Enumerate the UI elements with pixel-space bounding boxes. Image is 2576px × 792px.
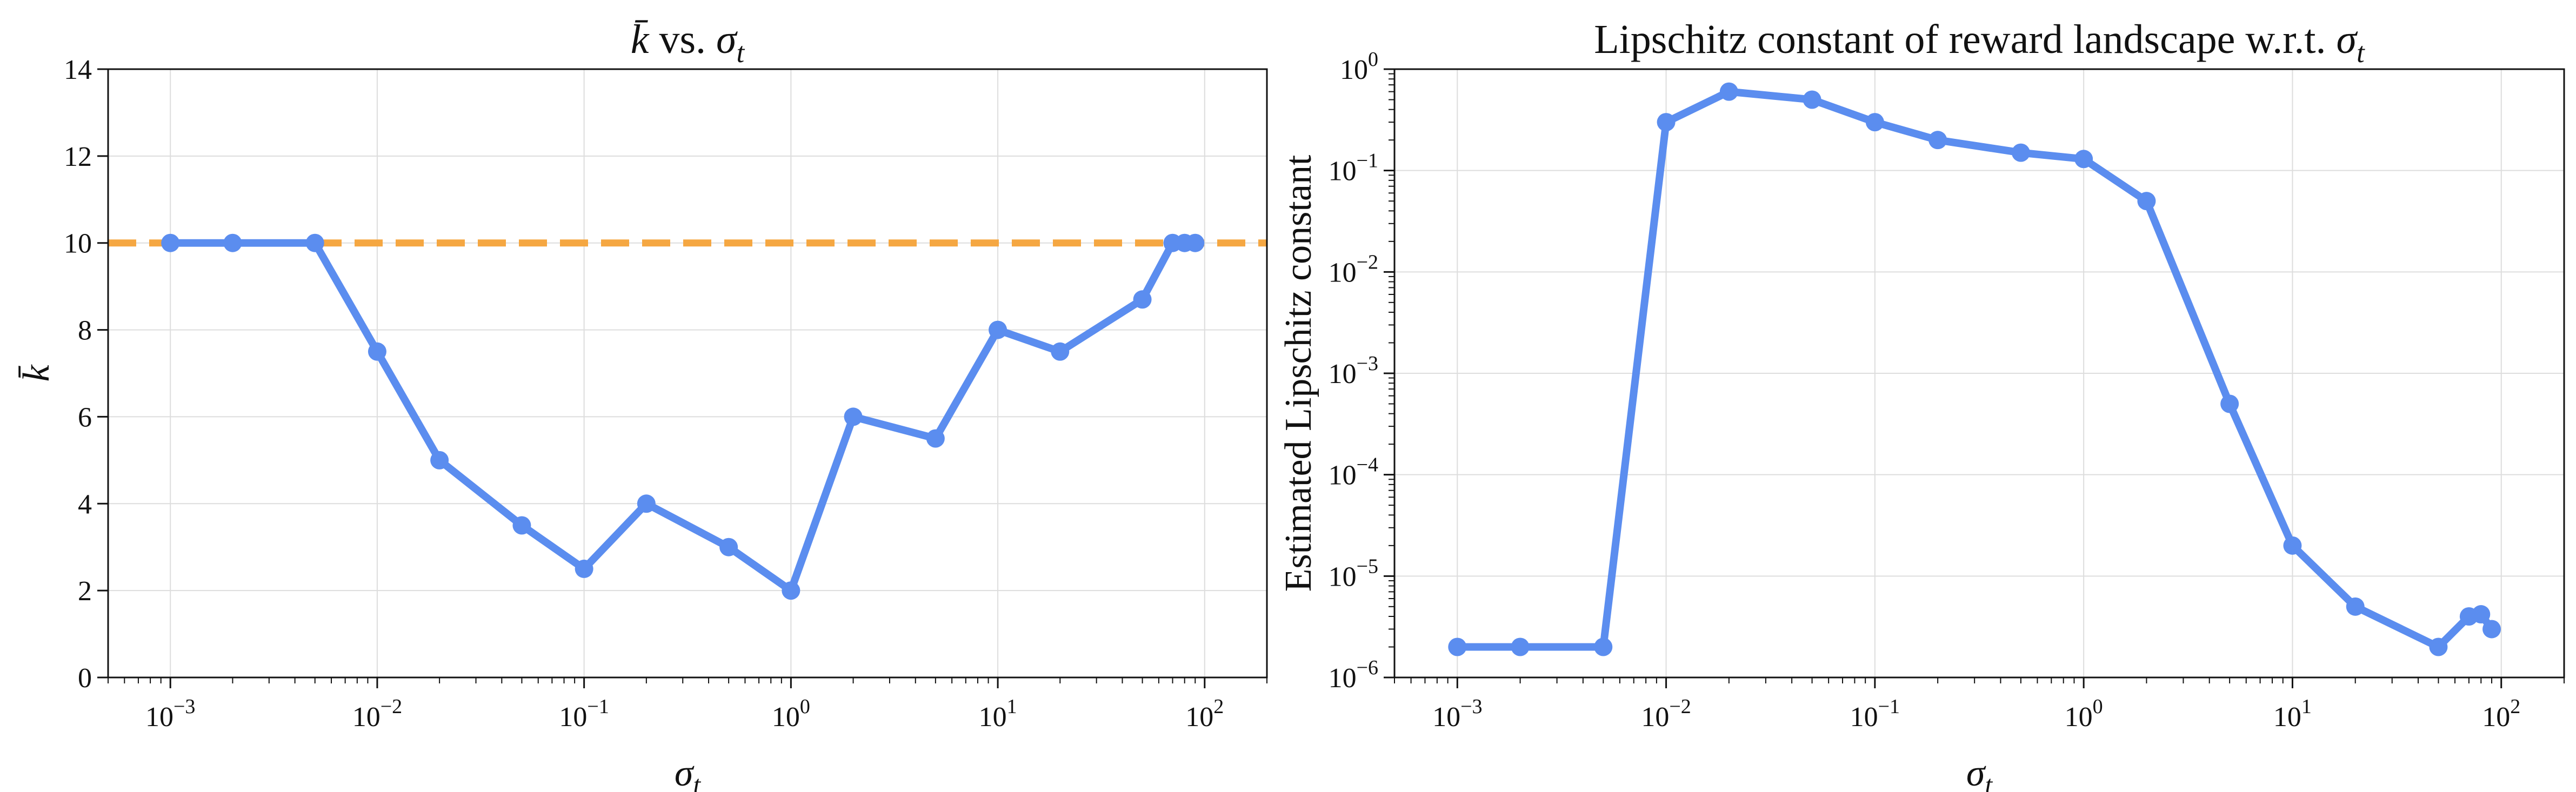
data-point [1928, 131, 1947, 150]
plot-frame [107, 68, 1268, 679]
data-point [1051, 342, 1070, 361]
x-tick-label: 100 [772, 695, 810, 733]
y-tick-label: 8 [78, 316, 92, 346]
data-point [1186, 233, 1205, 252]
y-tick-label: 10−2 [1329, 251, 1378, 288]
data-point [368, 342, 386, 361]
y-axis-label: Estimated Lipschitz constant [1278, 155, 1319, 592]
right-chart-panel: 10−3 10−2 10−1 100 101 102 10−6 10−5 10−4 10−3 10−… [1278, 17, 2565, 792]
x-tick-label: 100 [2065, 695, 2103, 733]
data-point [989, 320, 1007, 339]
data-point [782, 581, 800, 600]
x-tick-label: 10−3 [145, 695, 195, 733]
data-point [1594, 637, 1613, 656]
y-tick-label: 10−3 [1329, 352, 1378, 390]
data-point [926, 429, 945, 448]
x-tick-label: 102 [1185, 695, 1224, 733]
x-tick-label: 101 [979, 695, 1017, 733]
series-line [166, 239, 1199, 595]
data-point [2472, 605, 2491, 624]
data-point [512, 516, 531, 535]
data-point [161, 233, 180, 252]
x-tick-label: 10−3 [1432, 695, 1482, 733]
data-point [430, 451, 449, 469]
y-tick-label: 10−6 [1329, 656, 1378, 694]
data-point [1133, 290, 1152, 309]
y-tick-label: 10−4 [1329, 454, 1378, 491]
y-tick-label: 6 [78, 402, 92, 433]
chart-title: k̄ vs. σt [631, 17, 745, 69]
data-point [2482, 620, 2501, 639]
y-tick-label: 10−1 [1329, 150, 1378, 187]
y-axis-label: k̄ [16, 364, 57, 382]
x-tick-label: 10−2 [352, 695, 402, 733]
x-tick-label: 10−1 [559, 695, 609, 733]
data-point [1448, 637, 1467, 656]
data-point [2011, 143, 2030, 162]
data-point [1511, 637, 1530, 656]
data-point [2220, 394, 2239, 413]
y-tick-label: 100 [1340, 48, 1378, 85]
data-point [637, 494, 656, 513]
x-tick-label: 10−2 [1641, 695, 1691, 733]
data-point [2283, 536, 2302, 555]
x-tick-label: 101 [2273, 695, 2312, 733]
data-point [844, 407, 863, 426]
data-point [305, 233, 324, 252]
data-point [2074, 150, 2093, 169]
data-point [1719, 82, 1738, 101]
chart-title: Lipschitz constant of reward landscape w… [1594, 17, 2365, 69]
data-point [2346, 597, 2365, 616]
x-tick-label: 10−1 [1850, 695, 1900, 733]
x-tick-label: 102 [2482, 695, 2520, 733]
data-point [223, 233, 242, 252]
y-tick-label: 10 [64, 229, 92, 259]
data-point [1865, 113, 1884, 132]
data-point [719, 538, 738, 556]
x-axis-label: σt [1966, 753, 1993, 792]
y-tick-label: 10−5 [1329, 555, 1378, 592]
y-tick-label: 2 [78, 576, 92, 607]
left-chart-panel: 10−3 10−2 10−1 100 101 102 0 2 4 6 8 10 12 14 k̄ vs. σ… [16, 17, 1268, 792]
data-point [1803, 90, 1821, 109]
data-point [1657, 113, 1676, 132]
data-point [575, 559, 593, 578]
x-axis-label: σt [675, 753, 702, 792]
y-tick-label: 12 [64, 142, 92, 172]
data-point [2137, 192, 2156, 211]
y-tick-label: 4 [78, 489, 92, 520]
y-tick-label: 0 [78, 663, 92, 694]
data-point [2429, 637, 2448, 656]
y-tick-label: 14 [64, 55, 92, 85]
